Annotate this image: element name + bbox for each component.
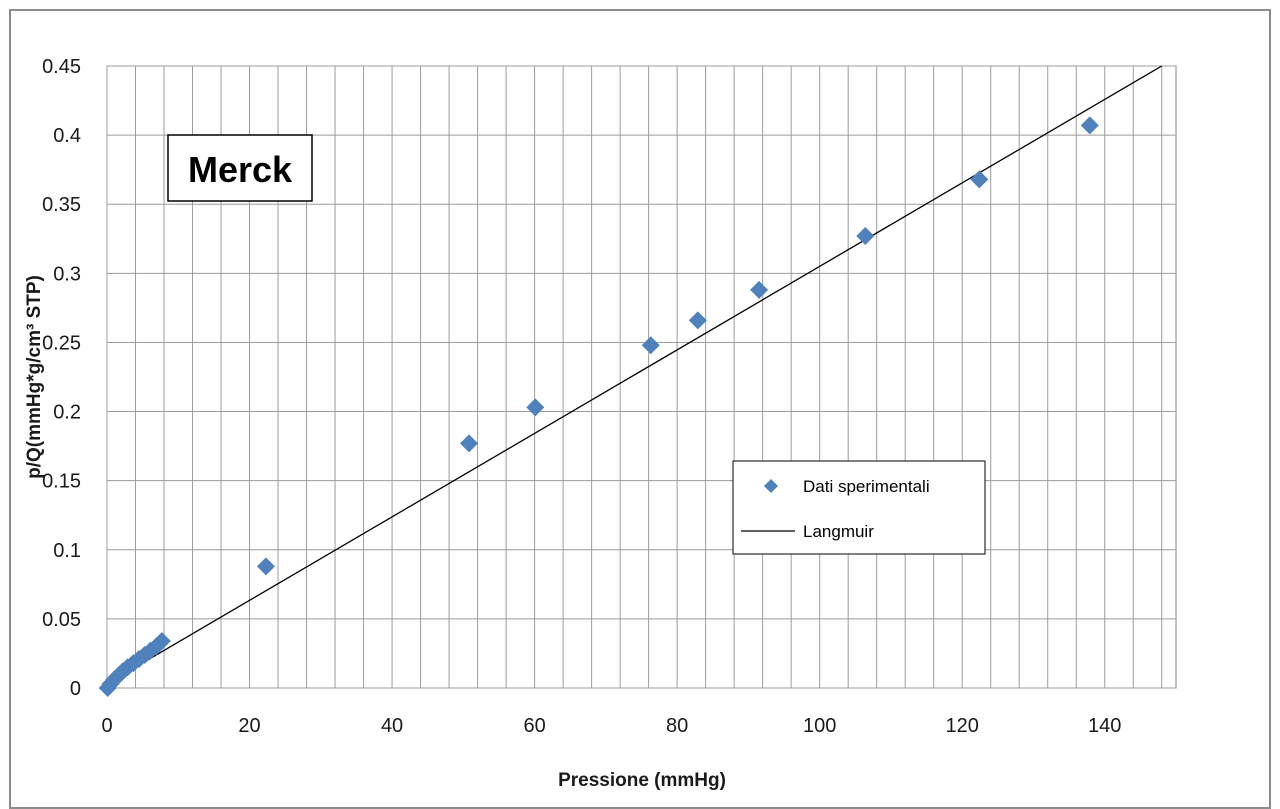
y-tick-label: 0.35 <box>42 194 81 216</box>
legend-marker-dati-sperimentali <box>764 479 778 493</box>
legend: Dati sperimentali Langmuir <box>732 460 986 555</box>
legend-label-langmuir: Langmuir <box>803 522 874 541</box>
y-tick-labels: 0 0.05 0.1 0.15 0.2 0.25 0.3 0.35 0.4 0.45 <box>42 56 81 700</box>
y-tick-label: 0.3 <box>53 263 81 285</box>
x-tick-label: 0 <box>101 715 112 737</box>
y-tick-label: 0.45 <box>42 56 81 78</box>
langmuir-line-layer <box>106 65 1163 685</box>
x-tick-labels: 0 20 40 60 80 100 120 140 <box>101 715 1121 737</box>
legend-label-dati-sperimentali: Dati sperimentali <box>803 477 930 496</box>
x-tick-label: 100 <box>803 715 836 737</box>
data-point <box>750 280 769 299</box>
data-point <box>688 311 707 330</box>
data-point <box>856 227 875 246</box>
y-tick-label: 0.2 <box>53 402 81 424</box>
y-tick-label: 0.1 <box>53 540 81 562</box>
data-point <box>641 336 660 355</box>
y-axis-title: p/Q(mmHg*g/cm³ STP) <box>24 275 45 479</box>
x-tick-label: 120 <box>946 715 979 737</box>
x-tick-label: 80 <box>666 715 688 737</box>
data-point <box>460 434 479 453</box>
data-markers-layer <box>98 116 1099 697</box>
y-tick-label: 0.15 <box>42 471 81 493</box>
x-tick-label: 40 <box>381 715 403 737</box>
annotation-label: Merck <box>188 149 293 190</box>
y-tick-label: 0 <box>70 678 81 700</box>
data-point <box>1080 116 1099 135</box>
annotation-box: Merck <box>167 134 313 202</box>
data-point <box>526 398 545 417</box>
data-point <box>152 632 171 651</box>
y-tick-label: 0.25 <box>42 332 81 354</box>
x-tick-label: 140 <box>1088 715 1121 737</box>
data-point <box>256 557 275 576</box>
y-tick-label: 0.05 <box>42 609 81 631</box>
x-tick-label: 20 <box>238 715 260 737</box>
x-tick-label: 60 <box>523 715 545 737</box>
data-point <box>970 170 989 189</box>
langmuir-line <box>106 65 1163 685</box>
y-tick-label: 0.4 <box>53 125 81 147</box>
x-axis-title: Pressione (mmHg) <box>558 770 726 791</box>
